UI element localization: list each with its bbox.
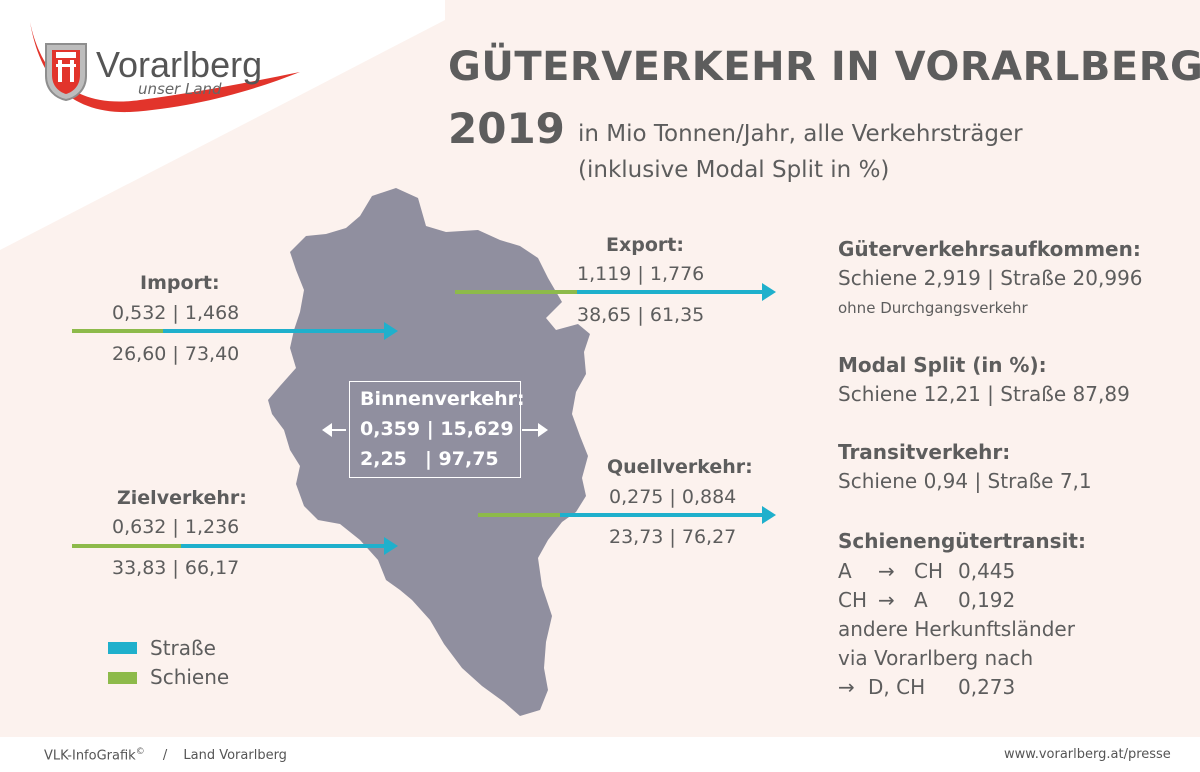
aufkommen-value: Schiene 2,919 | Straße 20,996	[838, 266, 1143, 290]
legend-rail-label: Schiene	[150, 665, 230, 689]
corner-wedge	[0, 0, 445, 250]
logo-tagline: unser Land	[138, 80, 222, 98]
import-label: Import:	[140, 272, 220, 294]
schienentransit-note-2: via Vorarlberg nach	[838, 646, 1034, 670]
footer-separator: /	[162, 748, 168, 764]
schienentransit-row3-value: 0,273	[958, 675, 1016, 699]
modal-split-label: Modal Split (in %):	[838, 353, 1047, 377]
schienentransit-row1-to: CH	[914, 559, 944, 583]
zielverkehr-tonnes: 0,632 | 1,236	[112, 516, 240, 538]
export-arrowhead	[762, 283, 776, 301]
footer-url-link[interactable]: www.vorarlberg.at/presse	[1004, 747, 1171, 762]
footer-credit: VLK-InfoGrafik© / Land Vorarlberg	[44, 747, 287, 763]
logo-wordmark: Vorarlberg	[96, 44, 263, 85]
legend-road-label: Straße	[150, 636, 216, 660]
year-label: 2019	[448, 104, 565, 153]
quellverkehr-tonnes: 0,275 | 0,884	[609, 486, 737, 508]
copyright-mark: ©	[135, 747, 145, 757]
zielverkehr-label: Zielverkehr:	[117, 487, 247, 509]
quell-arrowhead	[762, 506, 776, 524]
binnen-right-arrowhead	[538, 423, 548, 437]
export-split: 38,65 | 61,35	[577, 304, 705, 326]
vorarlberg-map	[268, 188, 590, 716]
schienentransit-row2-from: CH	[838, 588, 868, 612]
import-arrowhead	[384, 322, 398, 340]
schienentransit-row1-value: 0,445	[958, 559, 1016, 583]
schienentransit-row3-to: D, CH	[868, 675, 926, 699]
quellverkehr-split: 23,73 | 76,27	[609, 526, 737, 548]
schienentransit-row2-to: A	[914, 588, 928, 612]
logo-swoosh	[30, 22, 300, 113]
footer-source: Land Vorarlberg	[183, 748, 287, 764]
coat-of-arms-icon	[45, 43, 87, 102]
binnenverkehr-tonnes: 0,359 | 15,629	[360, 418, 514, 440]
aufkommen-note: ohne Durchgangsverkehr	[838, 299, 1028, 317]
schienentransit-row2-value: 0,192	[958, 588, 1016, 612]
ziel-arrowhead	[384, 537, 398, 555]
schienentransit-row1-from: A	[838, 559, 852, 583]
export-label: Export:	[606, 234, 684, 256]
import-split: 26,60 | 73,40	[112, 343, 240, 365]
aufkommen-label: Güterverkehrsaufkommen:	[838, 237, 1141, 261]
transit-label: Transitverkehr:	[838, 440, 1011, 464]
transit-value: Schiene 0,94 | Straße 7,1	[838, 469, 1092, 493]
footer-bar	[0, 737, 1200, 772]
page-title: GÜTERVERKEHR IN VORARLBERG	[448, 44, 1200, 90]
binnen-left-arrowhead	[322, 423, 332, 437]
footer-label: VLK-InfoGrafik	[44, 748, 136, 764]
modal-split-value: Schiene 12,21 | Straße 87,89	[838, 382, 1130, 406]
arrow-right-icon: →	[878, 588, 895, 612]
subtitle-modal-split: (inklusive Modal Split in %)	[578, 157, 890, 183]
zielverkehr-split: 33,83 | 66,17	[112, 557, 240, 579]
schienentransit-label: Schienengütertransit:	[838, 529, 1086, 553]
binnenverkehr-label: Binnenverkehr:	[360, 388, 525, 410]
export-tonnes: 1,119 | 1,776	[577, 263, 705, 285]
legend-road-swatch	[108, 642, 137, 654]
binnenverkehr-split-a: 2,25	[360, 448, 407, 470]
import-tonnes: 0,532 | 1,468	[112, 302, 240, 324]
binnenverkehr-split-b: | 97,75	[425, 448, 499, 470]
arrow-right-icon: →	[838, 675, 855, 699]
binnenverkehr-box	[349, 381, 521, 478]
schienentransit-note-1: andere Herkunftsländer	[838, 617, 1075, 641]
legend-rail-swatch	[108, 672, 137, 684]
subtitle-units: in Mio Tonnen/Jahr, alle Verkehrsträger	[578, 121, 1023, 147]
quellverkehr-label: Quellverkehr:	[607, 456, 753, 478]
arrow-right-icon: →	[878, 559, 895, 583]
